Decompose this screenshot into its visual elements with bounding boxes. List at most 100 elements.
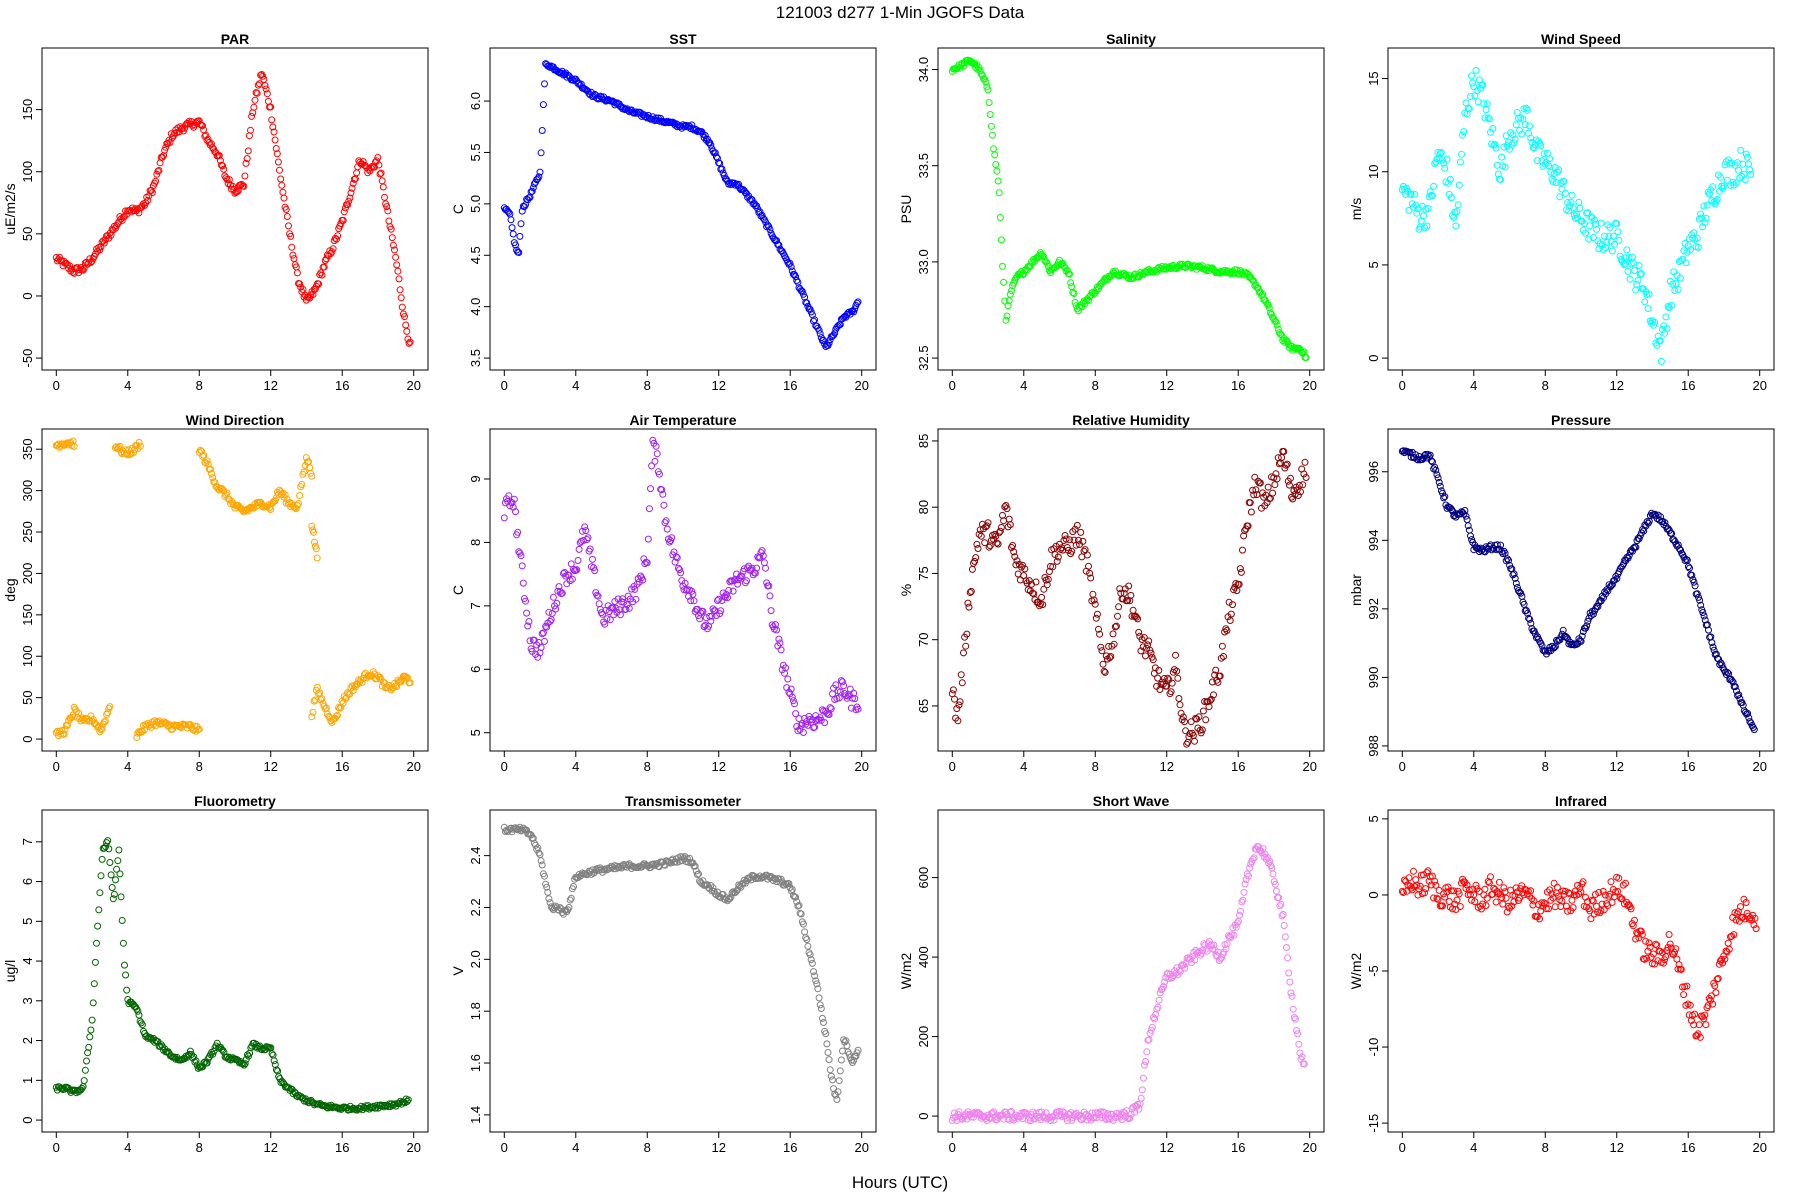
data-point (1590, 216, 1598, 224)
data-point (1068, 547, 1076, 555)
data-point (546, 899, 554, 907)
data-point (252, 89, 260, 97)
data-point (93, 939, 100, 947)
data-point (1721, 955, 1729, 963)
data-point (1549, 178, 1557, 186)
data-point (1271, 880, 1279, 888)
data-point (1441, 164, 1449, 172)
data-point (672, 553, 680, 561)
data-point (533, 845, 541, 853)
data-point (729, 587, 737, 595)
data-point (402, 321, 410, 329)
data-point (1249, 855, 1257, 863)
data-point (1613, 575, 1621, 583)
data-point (83, 1057, 90, 1065)
data-point (1680, 247, 1688, 255)
data-point (1258, 291, 1265, 299)
data-point (1432, 881, 1440, 889)
data-point (652, 442, 660, 450)
data-point (1462, 512, 1470, 520)
data-point (564, 571, 572, 579)
data-point (1107, 653, 1115, 660)
figure-title: 121003 d277 1-Min JGOFS Data (776, 3, 1025, 22)
data-point (273, 1066, 280, 1074)
data-point (539, 101, 547, 109)
data-point (1548, 890, 1556, 898)
data-point (1688, 571, 1696, 579)
y-tick-label: 2.4 (468, 847, 483, 865)
data-point (1508, 141, 1516, 148)
data-point (161, 146, 169, 154)
data-point (649, 436, 657, 444)
data-point (1589, 897, 1597, 905)
data-point (285, 222, 292, 230)
data-point (85, 1043, 93, 1051)
data-point (64, 721, 71, 729)
data-point (688, 587, 696, 595)
x-tick-label: 20 (854, 759, 868, 774)
x-tick-label: 4 (1470, 378, 1477, 393)
data-point (992, 161, 1000, 168)
y-axis-label: m/s (1348, 198, 1364, 221)
data-point (389, 241, 397, 249)
plot-frame (489, 428, 877, 752)
data-point (1403, 184, 1411, 192)
data-point (247, 1044, 255, 1052)
data-point (389, 684, 397, 692)
data-point (814, 985, 822, 993)
data-point (1671, 287, 1679, 294)
data-point (1091, 600, 1099, 608)
data-point (391, 246, 398, 254)
data-point (538, 630, 546, 638)
data-point (1298, 1053, 1306, 1061)
data-point (107, 871, 115, 879)
data-point (300, 468, 308, 476)
data-point (518, 207, 526, 215)
data-point (1680, 991, 1688, 999)
data-point (1435, 886, 1443, 894)
data-point (966, 589, 974, 596)
data-point (1111, 623, 1119, 631)
data-point (353, 169, 361, 177)
data-point (986, 111, 994, 118)
data-point (1594, 603, 1602, 611)
data-point (1453, 896, 1461, 904)
data-point (302, 454, 310, 462)
data-point (1413, 209, 1421, 217)
data-point (1705, 190, 1713, 198)
data-point (1254, 477, 1262, 485)
data-point (803, 299, 811, 307)
data-point (119, 939, 127, 947)
data-point (1480, 891, 1488, 899)
data-point (1263, 300, 1271, 308)
data-point (1609, 886, 1617, 893)
data-point (1651, 510, 1659, 518)
data-point (1623, 553, 1631, 561)
data-point (1069, 528, 1077, 536)
data-point (541, 80, 548, 88)
x-tick-label: 8 (1542, 1140, 1549, 1155)
x-tick-label: 0 (1399, 378, 1406, 393)
data-point (1458, 508, 1465, 516)
y-tick-label: 85 (916, 434, 931, 448)
data-point (158, 153, 166, 161)
data-point (1465, 105, 1473, 113)
scatter-points (1398, 447, 1758, 734)
data-point (1528, 895, 1536, 903)
data-point (1155, 996, 1163, 1004)
data-point (603, 615, 611, 623)
data-point (1530, 144, 1538, 152)
data-point (1408, 200, 1416, 208)
data-point (500, 514, 508, 522)
data-point (689, 590, 697, 598)
data-point (565, 904, 573, 911)
data-point (850, 1056, 858, 1064)
data-point (538, 861, 546, 869)
data-point (211, 479, 219, 486)
data-point (310, 528, 318, 536)
data-point (318, 271, 326, 279)
data-point (1649, 950, 1657, 958)
data-point (1631, 267, 1639, 274)
data-point (1211, 946, 1219, 954)
data-point (1713, 196, 1721, 203)
